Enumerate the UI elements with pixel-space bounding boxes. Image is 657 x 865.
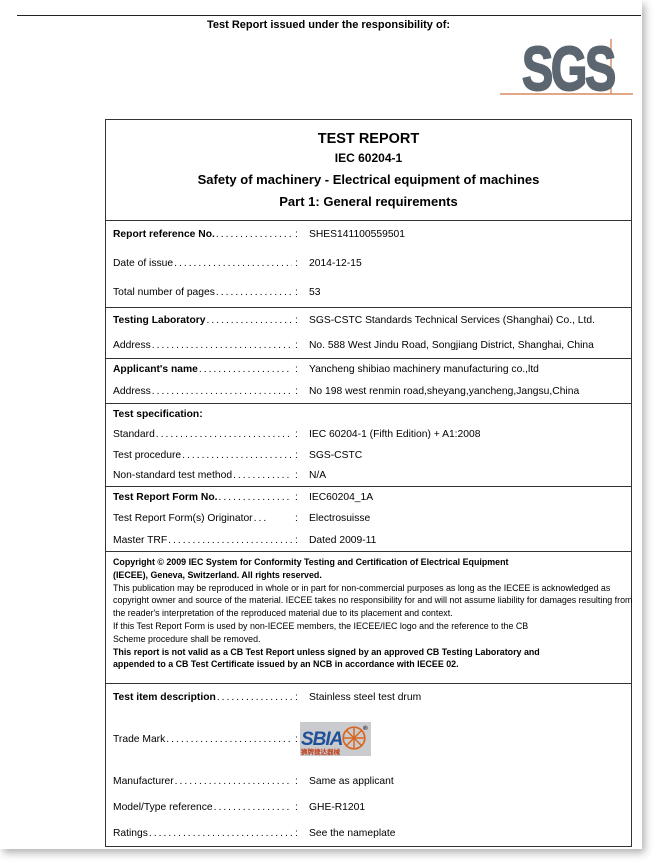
svg-text:SGS: SGS [522,35,614,104]
svg-text:狮牌捷达器械: 狮牌捷达器械 [300,747,341,756]
svg-text:®: ® [363,724,368,732]
svg-text:SBIA: SBIA [301,729,343,750]
